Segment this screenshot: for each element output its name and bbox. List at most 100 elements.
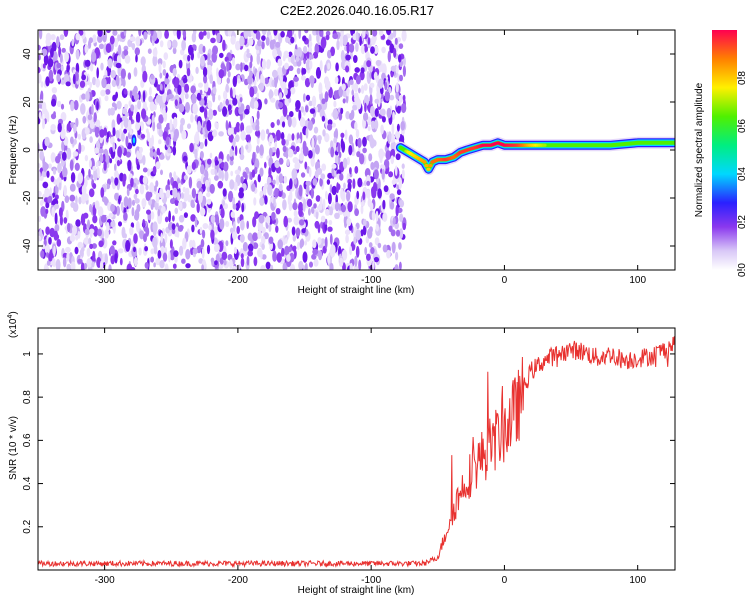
noise-blob (337, 142, 341, 153)
noise-blob (123, 45, 129, 51)
noise-blob (114, 192, 119, 201)
noise-blob (279, 69, 282, 80)
noise-blob (291, 133, 295, 141)
noise-blob (62, 257, 67, 268)
noise-blob (164, 233, 168, 244)
noise-blob (41, 169, 48, 178)
noise-blob (58, 182, 62, 191)
noise-blob (106, 222, 110, 232)
noise-blob (379, 30, 384, 37)
y-tick-label: 0.4 (22, 476, 33, 490)
noise-blob (264, 161, 267, 169)
noise-blob (386, 249, 391, 259)
noise-blob (41, 101, 47, 113)
noise-blob (38, 73, 42, 84)
noise-blob (315, 195, 321, 202)
noise-blob (125, 135, 129, 148)
noise-blob (254, 130, 261, 137)
noise-blob (351, 89, 355, 96)
noise-blob (313, 203, 317, 209)
noise-blob (171, 228, 176, 235)
noise-blob (109, 107, 115, 116)
noise-blob (373, 183, 377, 193)
noise-blob (394, 264, 399, 270)
noise-blob (334, 76, 339, 84)
noise-blob (38, 235, 42, 242)
noise-blob (374, 237, 380, 246)
signal-core (424, 164, 429, 168)
noise-blob (277, 239, 284, 250)
noise-blob (135, 179, 140, 185)
noise-blob (330, 146, 335, 158)
noise-blob (291, 168, 298, 180)
noise-blob (204, 80, 209, 93)
colorbar-tick-label: 0.2 (737, 215, 748, 229)
noise-blob (194, 217, 198, 228)
noise-blob (328, 86, 333, 99)
noise-blob (140, 133, 146, 139)
noise-blob (362, 191, 366, 201)
noise-blob (38, 66, 41, 74)
noise-blob (42, 181, 49, 189)
noise-blob (232, 203, 237, 210)
noise-blob (122, 176, 126, 187)
snr-panel: -300 -200 -100 0 100 0.2 0.4 0.6 0.8 1 Height of… (7, 311, 676, 596)
noise-blob (287, 217, 292, 223)
noise-blob (117, 146, 122, 159)
noise-blob (239, 97, 243, 103)
noise-blob (165, 189, 171, 199)
noise-blob (292, 202, 298, 211)
noise-blob (235, 134, 240, 143)
noise-blob (66, 263, 72, 270)
noise-blob (44, 187, 50, 198)
noise-blob (60, 65, 64, 72)
noise-blob (380, 124, 384, 135)
noise-blob (91, 104, 94, 115)
noise-blob (212, 129, 218, 138)
noise-blob (390, 71, 394, 78)
noise-blob (312, 51, 319, 59)
noise-blob (236, 225, 240, 235)
noise-blob (158, 128, 163, 137)
noise-blob (198, 31, 204, 40)
signal-track (394, 136, 675, 176)
noise-blob (240, 176, 244, 184)
noise-blob (45, 226, 50, 235)
noise-blob (340, 30, 344, 38)
noise-blob (207, 158, 212, 165)
noise-blob (389, 193, 395, 200)
noise-blob (348, 112, 354, 121)
noise-blob (307, 120, 313, 131)
noise-blob (89, 63, 94, 72)
noise-blob (194, 148, 198, 160)
noise-blob (344, 229, 351, 235)
noise-blob (366, 60, 372, 68)
noise-blob (201, 247, 205, 259)
noise-blob (271, 211, 276, 221)
noise-blob (72, 73, 76, 85)
colorbar: 0.0 0.2 0.4 0.6 0.8 Normalized spectral ampl… (694, 30, 748, 277)
noise-blob (212, 109, 217, 116)
noise-blob (260, 73, 264, 82)
noise-blob (339, 257, 344, 264)
noise-blob (196, 180, 203, 189)
noise-blob (264, 195, 268, 205)
noise-blobs (38, 30, 407, 270)
noise-blob (394, 165, 398, 176)
y-tick-label: 0.2 (22, 519, 33, 533)
noise-blob (256, 30, 261, 41)
noise-blob (386, 30, 392, 36)
noise-blob (84, 154, 89, 162)
noise-blob (382, 244, 388, 253)
noise-blob (135, 221, 140, 233)
noise-blob (80, 103, 86, 115)
noise-blob (353, 55, 358, 63)
noise-blob (206, 119, 212, 132)
noise-blob (92, 215, 98, 224)
noise-blob (367, 116, 372, 126)
noise-blob (167, 93, 174, 99)
noise-blob (159, 260, 165, 269)
noise-blob (173, 250, 179, 257)
noise-blob (363, 83, 368, 91)
